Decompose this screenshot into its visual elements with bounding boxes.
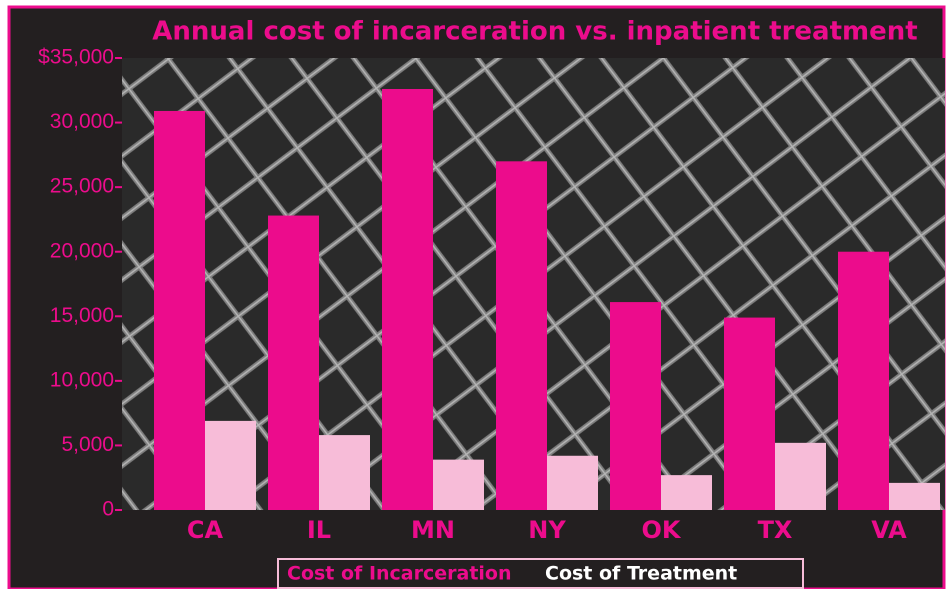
bar xyxy=(661,475,712,510)
y-tick-label: 30,000 xyxy=(50,110,114,133)
bar xyxy=(547,456,598,510)
bar xyxy=(319,435,370,510)
chart-title: Annual cost of incarceration vs. inpatie… xyxy=(152,17,917,47)
legend-label: Cost of Incarceration xyxy=(287,563,512,585)
x-tick-label: IL xyxy=(307,516,331,544)
legend-label: Cost of Treatment xyxy=(545,563,737,585)
bar xyxy=(838,252,889,510)
bar xyxy=(205,421,256,510)
bar xyxy=(154,111,205,510)
bar xyxy=(268,216,319,510)
x-tick-label: NY xyxy=(528,516,566,544)
x-tick-label: TX xyxy=(758,516,793,544)
bar xyxy=(433,460,484,510)
bar xyxy=(724,318,775,510)
y-tick-label: $35,000 xyxy=(38,46,114,69)
x-tick-label: MN xyxy=(411,516,455,544)
y-tick-label: 20,000 xyxy=(50,239,114,262)
x-tick-label: OK xyxy=(642,516,682,544)
y-tick-label: 15,000 xyxy=(50,304,114,327)
x-tick-label: CA xyxy=(187,516,224,544)
y-tick-label: 0 xyxy=(102,498,114,521)
chart: Annual cost of incarceration vs. inpatie… xyxy=(0,0,947,589)
bar xyxy=(382,89,433,510)
y-tick-label: 25,000 xyxy=(50,175,114,198)
bar xyxy=(610,302,661,510)
y-tick-label: 5,000 xyxy=(61,433,114,456)
bar xyxy=(775,443,826,510)
x-tick-label: VA xyxy=(871,516,907,544)
bar xyxy=(496,161,547,510)
bar xyxy=(889,483,940,510)
y-tick-label: 10,000 xyxy=(50,368,114,391)
